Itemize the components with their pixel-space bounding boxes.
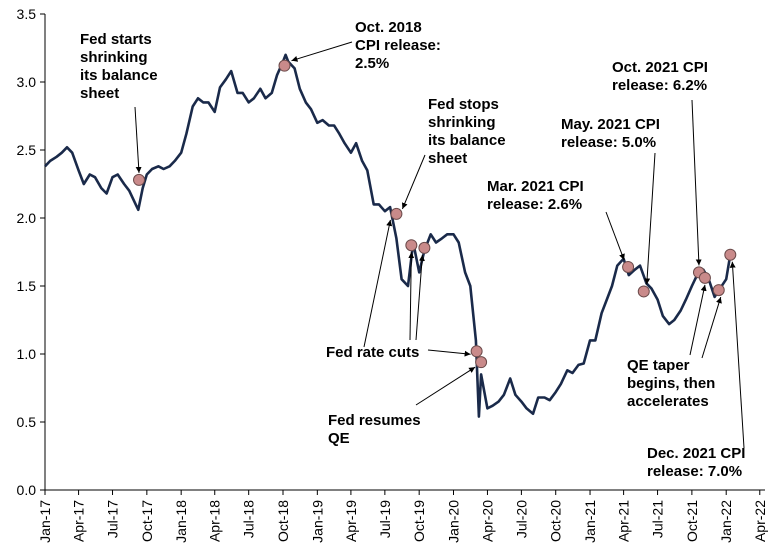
annotation-line: Fed starts [80,31,152,48]
x-tick-label: Apr-18 [207,500,223,542]
cpi-marker [475,356,488,369]
cpi-marker [418,241,431,254]
annotation-arrow [415,366,476,406]
y-tick-label: 1.0 [17,346,37,362]
x-tick-label: Jan-22 [718,500,734,543]
annotation-text: Oct. 2018 CPI release: 2.5% [355,19,441,72]
x-tick-label: Jan-19 [309,500,325,543]
x-tick-label: Apr-22 [752,500,768,542]
x-tick-label: Jul-18 [241,500,257,538]
x-tick-label: Jan-18 [173,500,189,543]
annotation-line: Fed resumes [328,412,421,429]
annotation-arrow [401,154,426,210]
annotation-text: May. 2021 CPI release: 5.0% [561,116,660,151]
y-tick-label: 2.5 [17,142,37,158]
x-tick-label: Apr-19 [343,500,359,542]
x-tick-label: Jan-17 [37,500,53,543]
y-tick-label: 1.5 [17,278,37,294]
annotation-line: Fed rate cuts [326,344,419,361]
x-tick-label: Jul-17 [105,500,121,538]
cpi-marker [622,260,635,273]
annotation-line: Oct. 2021 CPI [612,59,708,76]
annotation-line: shrinking [80,49,148,66]
annotation-line: accelerates [627,393,709,410]
annotation-line: its balance [80,67,158,84]
annotation-text: Fed starts shrinking its balance sheet [80,31,158,102]
y-tick-label: 0.5 [17,414,37,430]
cpi-marker [390,207,403,220]
cpi-marker [698,271,711,284]
cpi-marker [278,59,291,72]
annotation-arrow [415,254,425,341]
annotation-arrow [427,349,471,357]
x-tick-label: Oct-20 [548,500,564,542]
annotation-line: its balance [428,132,506,149]
annotation-line: QE taper [627,357,690,374]
cpi-marker [405,239,418,252]
annotation-line: release: 6.2% [612,77,707,94]
annotation-arrow [691,99,702,266]
y-tick-label: 2.0 [17,210,37,226]
annotation-arrow [408,252,415,341]
annotation-line: CPI release: [355,37,441,54]
annotation-line: release: 2.6% [487,196,582,213]
x-tick-label: Jul-19 [377,500,393,538]
annotation-line: May. 2021 CPI [561,116,660,133]
annotation-text: Oct. 2021 CPI release: 6.2% [612,59,708,94]
annotation-line: 2.5% [355,55,389,72]
annotation-text: Dec. 2021 CPI release: 7.0% [647,445,745,480]
y-tick-label: 3.5 [17,6,37,22]
cpi-marker [133,173,146,186]
annotation-line: sheet [428,150,467,167]
cpi-marker [712,284,725,297]
annotation-arrow [701,296,722,359]
x-tick-label: Oct-18 [275,500,291,542]
annotation-text: Fed rate cuts [326,344,419,361]
x-tick-label: Apr-21 [616,500,632,542]
annotation-arrow [134,106,142,173]
annotation-arrow [291,41,353,62]
yield-line [44,53,732,418]
x-tick-label: Jul-20 [513,500,529,538]
x-tick-label: Oct-21 [684,500,700,542]
cpi-marker [637,285,650,298]
annotation-text: Fed resumes QE [328,412,421,447]
y-tick-label: 0.0 [17,482,37,498]
annotation-arrow [363,219,393,348]
annotation-line: Oct. 2018 [355,19,422,36]
annotation-arrow [729,261,745,449]
cpi-marker [470,345,483,358]
cpi-marker [724,248,737,261]
annotation-arrow [689,284,707,356]
annotation-line: shrinking [428,114,496,131]
annotation-line: QE [328,430,350,447]
annotation-arrow [644,152,656,285]
x-tick-label: Apr-17 [71,500,87,542]
annotation-line: Fed stops [428,96,499,113]
x-tick-label: Jan-21 [582,500,598,543]
x-tick-label: Jan-20 [445,500,461,543]
annotation-text: Mar. 2021 CPI release: 2.6% [487,178,584,213]
x-tick-label: Apr-20 [479,500,495,542]
x-tick-label: Jul-21 [650,500,666,538]
annotation-line: Mar. 2021 CPI [487,178,584,195]
annotation-text: QE taper begins, then accelerates [627,357,715,410]
annotation-arrow [605,211,625,261]
annotation-line: sheet [80,85,119,102]
annotation-line: release: 5.0% [561,134,656,151]
x-tick-label: Oct-17 [139,500,155,542]
annotation-line: begins, then [627,375,715,392]
x-tick-label: Oct-19 [411,500,427,542]
y-tick-label: 3.0 [17,74,37,90]
annotation-line: release: 7.0% [647,463,742,480]
annotation-line: Dec. 2021 CPI [647,445,745,462]
annotation-text: Fed stops shrinking its balance sheet [428,96,506,167]
